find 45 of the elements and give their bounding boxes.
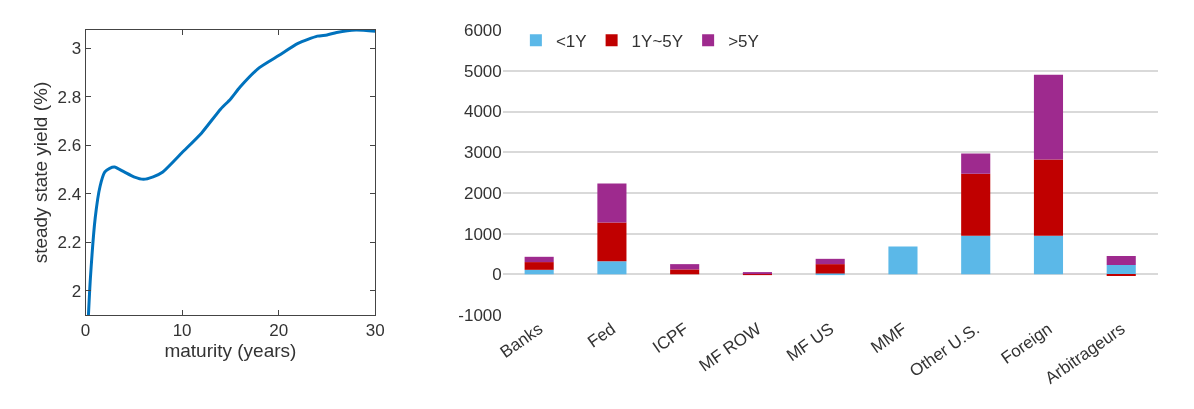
bar <box>597 222 627 262</box>
bar <box>524 256 554 263</box>
y-tick-label: 3000 <box>463 143 502 163</box>
x-tick-label: MF US <box>783 319 838 366</box>
x-axis-title: maturity (years) <box>164 340 297 362</box>
bar <box>888 246 918 275</box>
legend-label: 1Y~5Y <box>631 31 684 51</box>
bar <box>1106 255 1136 265</box>
y-tick-label: 2.6 <box>57 136 82 156</box>
bar <box>524 262 554 270</box>
bar <box>961 235 991 275</box>
bar <box>961 153 991 174</box>
y-tick-label: 2 <box>71 281 82 301</box>
y-tick-label: 5000 <box>463 61 502 81</box>
bar <box>1033 74 1064 160</box>
y-tick-label: 3 <box>71 39 82 59</box>
y-tick-label: 2.2 <box>57 233 82 253</box>
bar <box>597 183 627 223</box>
y-tick-label: 2000 <box>463 183 502 203</box>
y-tick-label: 4000 <box>463 102 502 122</box>
bar <box>597 261 627 275</box>
y-tick-label: 1000 <box>463 224 502 244</box>
y-tick-label: 2.4 <box>57 184 82 204</box>
bar <box>1033 159 1064 236</box>
line-series <box>86 30 376 315</box>
bar <box>1106 264 1136 275</box>
y-tick-label: 2.8 <box>57 87 82 107</box>
bar <box>961 173 991 236</box>
y-tick-label: 6000 <box>463 21 502 41</box>
bar <box>815 273 845 276</box>
x-tick-label: Fed <box>584 319 620 352</box>
x-tick-label: 10 <box>172 321 192 341</box>
y-axis-title: steady state yield (%) <box>30 81 52 264</box>
bar <box>1033 235 1064 275</box>
legend-label: <1Y <box>555 31 587 51</box>
legend-label: >5Y <box>728 31 759 51</box>
y-tick-label: 0 <box>492 265 502 285</box>
bar <box>670 264 700 270</box>
bar <box>815 264 845 274</box>
y-tick-label: -1000 <box>458 305 502 325</box>
x-tick-label: 20 <box>269 321 289 341</box>
bar <box>670 269 700 275</box>
bar <box>1106 274 1136 277</box>
bar <box>815 258 845 265</box>
x-tick-label: 30 <box>365 321 385 341</box>
